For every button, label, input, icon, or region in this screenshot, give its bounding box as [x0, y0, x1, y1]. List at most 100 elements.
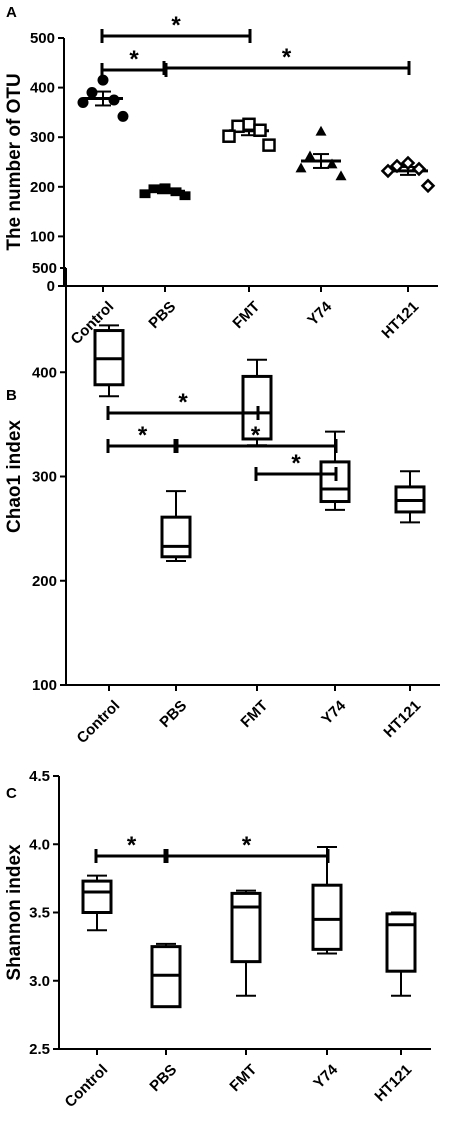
- box-pbs: [160, 490, 192, 562]
- significance-bracket: *: [162, 44, 411, 75]
- series-y74: [295, 125, 347, 181]
- series-pbs: [139, 183, 191, 201]
- y-tick-label: 3.0: [29, 973, 50, 990]
- y-tick-label: 100: [30, 228, 55, 245]
- data-point: [389, 158, 405, 174]
- y-tick-label: 500: [30, 30, 55, 47]
- x-category-label: PBS: [146, 1061, 180, 1095]
- data-point: [148, 184, 160, 194]
- y-tick-label: 400: [30, 80, 55, 97]
- data-point: [304, 150, 316, 161]
- significance-star: *: [251, 422, 261, 449]
- y-tick-label: 200: [30, 179, 55, 196]
- y-tick-label: 4.5: [29, 768, 50, 785]
- x-category-label: FMT: [237, 697, 271, 731]
- y-axis-title: Chao1 index: [4, 420, 25, 533]
- y-tick-label: 4.0: [29, 836, 50, 853]
- significance-star: *: [242, 832, 252, 859]
- significance-bracket: *: [106, 389, 260, 420]
- data-point: [420, 178, 436, 194]
- box-ht121: [385, 911, 417, 997]
- data-point: [253, 123, 267, 138]
- y-tick-label: 3.5: [29, 905, 50, 922]
- significance-bracket: *: [254, 450, 338, 481]
- x-category-label: FMT: [229, 298, 263, 332]
- y-tick-label: 100: [32, 677, 57, 694]
- panel-letter: C: [6, 785, 17, 802]
- x-category-label: PBS: [156, 697, 190, 731]
- panel-c: C Shannon index 2.5 3.0 3.5 4.0 4.5 Control PBS F…: [4, 768, 431, 1111]
- x-category-label: HT121: [380, 697, 424, 741]
- x-category-label: Y74: [304, 298, 335, 329]
- significance-star: *: [291, 450, 301, 477]
- panel-letter: B: [6, 387, 17, 404]
- y-tick-label: 300: [32, 469, 57, 486]
- box-body: [385, 912, 417, 973]
- data-point: [335, 170, 347, 181]
- data-point: [170, 187, 182, 197]
- data-point: [411, 161, 427, 177]
- box-body: [311, 883, 343, 951]
- panel-letter: A: [6, 4, 17, 21]
- significance-star: *: [171, 12, 181, 39]
- significance-star: *: [178, 389, 188, 416]
- data-point: [222, 129, 236, 143]
- box-body: [230, 891, 262, 964]
- data-point: [179, 191, 191, 201]
- x-category-label: Y74: [310, 1061, 341, 1092]
- box-control: [93, 324, 125, 398]
- box-fmt: [230, 889, 262, 997]
- data-point: [315, 125, 327, 136]
- significance-star: *: [127, 832, 137, 859]
- x-category-label: HT121: [378, 298, 422, 342]
- data-point: [262, 138, 276, 152]
- data-point: [380, 163, 396, 179]
- x-category-label: Control: [62, 1061, 112, 1111]
- box-pbs: [150, 942, 182, 1009]
- box-body: [160, 515, 192, 559]
- data-point: [86, 87, 98, 99]
- data-point: [108, 94, 120, 106]
- box-control: [81, 874, 113, 932]
- box-ht121: [394, 470, 426, 524]
- significance-star: *: [138, 422, 148, 449]
- significance-bracket: *: [100, 12, 252, 43]
- significance-bracket: *: [100, 46, 168, 77]
- data-point: [159, 183, 171, 193]
- data-point: [139, 189, 151, 199]
- data-point: [326, 158, 338, 169]
- data-point: [117, 110, 129, 122]
- x-category-label: PBS: [145, 298, 179, 332]
- y-tick-label: 2.5: [29, 1041, 50, 1058]
- x-category-label: FMT: [226, 1061, 260, 1095]
- box-y74: [311, 845, 343, 955]
- x-category-label: HT121: [371, 1061, 415, 1105]
- y-tick-label: 300: [30, 129, 55, 146]
- series-fmt: [222, 117, 276, 152]
- y-axis-title: Shannon index: [4, 844, 25, 981]
- significance-bracket: *: [106, 422, 179, 453]
- y-tick-label: 400: [32, 364, 57, 381]
- significance-bracket: *: [94, 832, 169, 863]
- data-point: [242, 117, 256, 132]
- series-ht121: [380, 155, 436, 194]
- significance-bracket: *: [163, 832, 330, 863]
- y-tick-label: 0: [47, 278, 55, 295]
- significance-star: *: [129, 46, 139, 73]
- significance-bracket: *: [173, 422, 338, 453]
- significance-star: *: [282, 44, 292, 71]
- data-point: [295, 162, 307, 173]
- x-category-label: Control: [74, 697, 124, 747]
- data-point: [400, 155, 416, 171]
- series-control: [77, 74, 129, 122]
- x-category-label: Y74: [318, 697, 349, 728]
- box-body: [81, 879, 113, 914]
- y-tick-label: 200: [32, 573, 57, 590]
- data-point: [231, 119, 245, 134]
- data-point: [77, 96, 89, 108]
- y-tick-label: 500: [32, 260, 57, 277]
- data-point: [97, 74, 109, 86]
- y-axis-title: The number of OTU: [4, 73, 25, 250]
